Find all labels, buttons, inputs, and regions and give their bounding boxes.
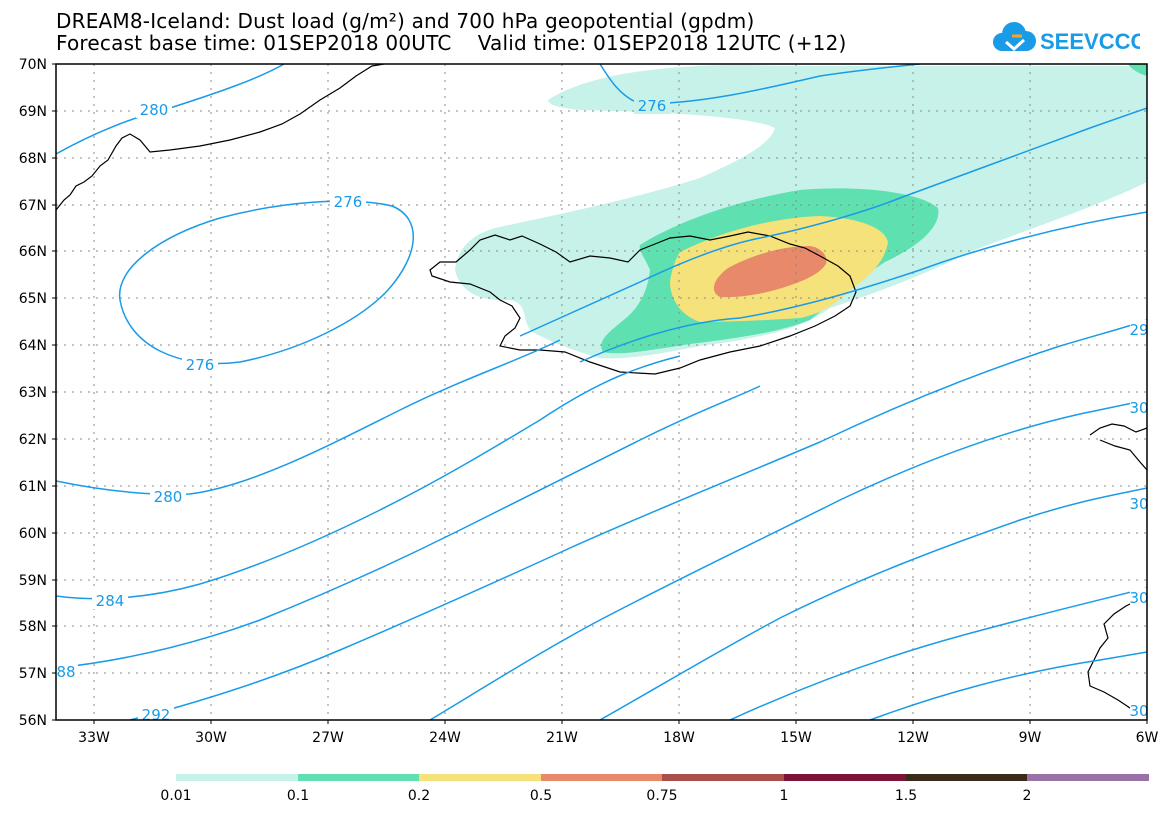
contour-label: 284 [96, 592, 125, 610]
lat-label: 62N [19, 432, 47, 448]
scotland-coastline [1087, 591, 1147, 717]
legend-swatch [298, 774, 419, 781]
seevccc-logo: SEEVCCC [993, 22, 1140, 54]
legend-swatch [784, 774, 906, 781]
legend-swatch [906, 774, 1027, 781]
contour-284 [56, 355, 681, 600]
contour-label: 29 [1129, 321, 1148, 339]
contour-276-north [599, 64, 921, 105]
lat-label: 68N [19, 151, 47, 167]
contour-label: 276 [334, 193, 363, 211]
lon-label: 30W [195, 730, 227, 746]
legend-swatch [541, 774, 662, 781]
legend-swatch [176, 774, 298, 781]
lat-label: 60N [19, 526, 47, 542]
contour-label: 280 [154, 488, 183, 506]
graticule [56, 64, 1147, 720]
dust-area-0-5 [713, 246, 827, 298]
dust-area-0-01-corner [1128, 64, 1147, 76]
legend-label: 2 [1023, 788, 1032, 804]
legend-colorbar [176, 774, 1149, 781]
lon-label: 24W [429, 730, 461, 746]
contour-300 [599, 487, 1147, 720]
contour-276-closed [118, 200, 415, 365]
lat-label: 69N [19, 104, 47, 120]
lat-label: 58N [19, 619, 47, 635]
lat-label: 56N [19, 713, 47, 729]
lon-label: 21W [546, 730, 578, 746]
contour-label: 276 [638, 97, 667, 115]
contour-304 [729, 587, 1147, 720]
iceland-coastline [429, 231, 857, 375]
lat-label: 61N [19, 479, 47, 495]
lon-label: 27W [312, 730, 344, 746]
legend-label: 0.1 [287, 788, 309, 804]
lon-label: 12W [897, 730, 929, 746]
legend-swatch [662, 774, 784, 781]
contour-label: 30 [1129, 702, 1148, 720]
lat-label: 67N [19, 198, 47, 214]
legend-label: 0.5 [530, 788, 552, 804]
lat-label: 64N [19, 338, 47, 354]
contour-label: 30 [1129, 399, 1148, 417]
lat-label: 59N [19, 573, 47, 589]
greenland-coastline [56, 64, 385, 211]
contour-288 [56, 385, 761, 669]
lon-label: 18W [663, 730, 695, 746]
lon-label: 33W [78, 730, 110, 746]
contour-label: 292 [142, 706, 171, 724]
legend-label: 0.75 [646, 788, 677, 804]
contour-label: 30 [1129, 495, 1148, 513]
contour-296 [429, 399, 1147, 720]
legend-swatch [1027, 774, 1149, 781]
contour-278 [579, 211, 1147, 363]
legend-swatch [419, 774, 541, 781]
contour-292 [129, 319, 1147, 720]
legend-label: 0.01 [160, 788, 191, 804]
norway-coastline-upper [1089, 423, 1147, 471]
contour-276-iceland [519, 107, 1147, 337]
legend-label: 0.2 [408, 788, 430, 804]
lat-label: 66N [19, 244, 47, 260]
contour-label: 276 [186, 356, 215, 374]
lon-label: 15W [780, 730, 812, 746]
lat-label: 63N [19, 385, 47, 401]
lat-label: 57N [19, 666, 47, 682]
lon-label: 9W [1019, 730, 1042, 746]
legend-label: 1 [780, 788, 789, 804]
contour-label: 88 [56, 663, 75, 681]
cloud-icon [993, 22, 1036, 52]
lon-label: 6W [1136, 730, 1159, 746]
lat-label: 65N [19, 291, 47, 307]
contour-label: 30 [1129, 589, 1148, 607]
logo-text: SEEVCCC [1040, 29, 1140, 54]
contour-280-central [56, 339, 561, 496]
contour-label: 280 [140, 101, 169, 119]
map-subtitle: Forecast base time: 01SEP2018 00UTC Vali… [56, 31, 847, 55]
contour-308 [869, 651, 1147, 720]
legend-label: 1.5 [895, 788, 917, 804]
lat-label: 70N [19, 57, 47, 73]
map-title: DREAM8-Iceland: Dust load (g/m²) and 700… [56, 9, 755, 33]
